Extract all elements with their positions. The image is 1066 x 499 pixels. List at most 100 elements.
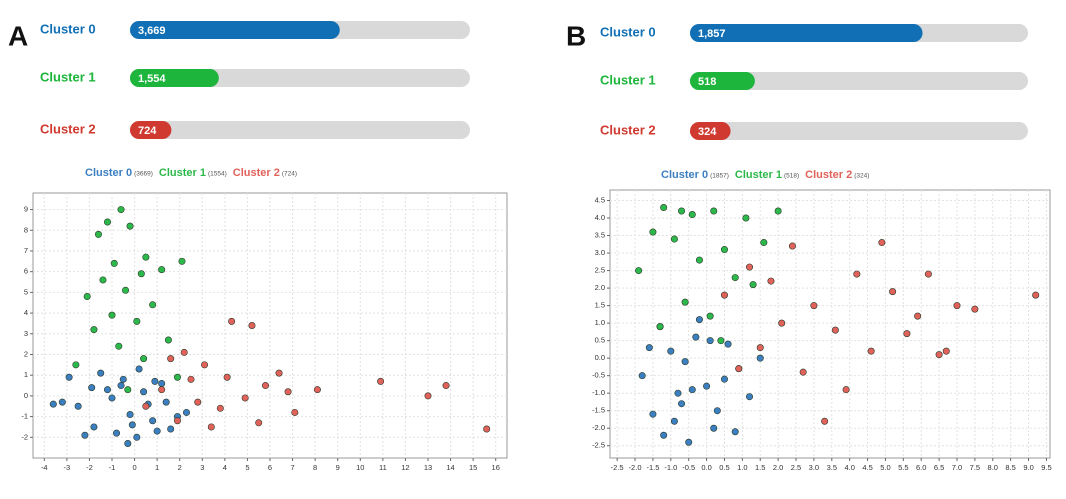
scatter-point	[164, 336, 172, 344]
scatter-point	[88, 384, 96, 392]
bar	[130, 21, 340, 39]
scatter-point	[692, 333, 700, 341]
scatter-point	[97, 369, 105, 377]
scatter-point	[688, 211, 696, 219]
y-tick-label: 8	[24, 225, 28, 234]
scatter-point	[831, 326, 839, 334]
x-tick-label: -2	[86, 463, 93, 472]
x-tick-label: 0.5	[719, 463, 729, 472]
scatter-point	[867, 347, 875, 355]
scatter-point	[108, 394, 116, 402]
scatter-point	[178, 257, 186, 265]
scatter-point	[153, 427, 161, 435]
scatter-point	[706, 337, 714, 345]
scatter-point	[187, 375, 195, 383]
scatter-point	[1032, 291, 1040, 299]
scatter-point	[72, 361, 80, 369]
legend-count: (518)	[784, 173, 799, 180]
x-tick-label: 3	[200, 463, 204, 472]
scatter-point	[113, 429, 121, 437]
scatter-point	[681, 358, 689, 366]
scatter-point	[695, 256, 703, 264]
x-tick-label: -1	[109, 463, 116, 472]
category-label: Cluster 0	[600, 24, 656, 39]
y-tick-label: 1	[24, 370, 28, 379]
y-tick-label: 0.0	[595, 353, 605, 362]
category-label: Cluster 2	[40, 121, 96, 136]
scatter-point	[99, 276, 107, 284]
scatter-point	[81, 431, 89, 439]
scatter-point	[638, 372, 646, 380]
scatter-point	[103, 386, 111, 394]
scatter-point	[649, 228, 657, 236]
x-tick-label: 8.5	[1005, 463, 1015, 472]
scatter-point	[821, 417, 829, 425]
x-tick-label: -2.0	[629, 463, 642, 472]
x-tick-label: 4	[223, 463, 227, 472]
x-tick-label: 0	[132, 463, 136, 472]
scatter-point	[167, 355, 175, 363]
scatter-point	[167, 425, 175, 433]
scatter-point	[126, 411, 134, 419]
scatter-point	[151, 377, 159, 385]
x-tick-label: 14	[446, 463, 454, 472]
scatter-point	[137, 270, 145, 278]
scatter-point	[670, 417, 678, 425]
scatter-point	[903, 330, 911, 338]
scatter-point	[971, 305, 979, 313]
scatter-point	[853, 270, 861, 278]
y-tick-label: -1.0	[592, 388, 605, 397]
category-label: Cluster 2	[600, 122, 656, 137]
scatter-point	[914, 312, 922, 320]
scatter-point	[223, 373, 231, 381]
x-tick-label: 2	[178, 463, 182, 472]
scatter-point	[767, 277, 775, 285]
legend-count: (3669)	[134, 171, 153, 178]
legend-label: Cluster 1	[159, 167, 206, 179]
y-tick-label: 2	[24, 349, 28, 358]
scatter-point	[660, 431, 668, 439]
scatter-point	[201, 361, 209, 369]
x-tick-label: 10	[356, 463, 364, 472]
scatter-point	[756, 344, 764, 352]
y-tick-label: 0.5	[595, 336, 605, 345]
legend-label: Cluster 0	[661, 169, 708, 181]
bar-value-label: 1,554	[138, 73, 166, 85]
bar-track	[690, 72, 1028, 90]
scatter-point	[83, 293, 91, 301]
x-tick-label: 16	[492, 463, 500, 472]
x-tick-label: 15	[469, 463, 477, 472]
scatter-point	[241, 394, 249, 402]
x-tick-label: -3	[64, 463, 71, 472]
legend-label: Cluster 1	[735, 169, 782, 181]
scatter-point	[720, 375, 728, 383]
scatter-point	[746, 393, 754, 401]
scatter-point	[717, 337, 725, 345]
scatter-point	[703, 382, 711, 390]
x-tick-label: 1.5	[755, 463, 765, 472]
y-tick-label: 4.0	[595, 213, 605, 222]
scatter-point	[720, 291, 728, 299]
scatter-point	[255, 419, 263, 427]
scatter-point	[742, 214, 750, 222]
x-tick-label: 8.0	[988, 463, 998, 472]
y-tick-label: 9	[24, 205, 28, 214]
scatter-point	[731, 274, 739, 282]
legend-count: (724)	[282, 171, 297, 178]
scatter-point	[128, 421, 136, 429]
x-tick-label: 7.0	[952, 463, 962, 472]
scatter-point	[442, 382, 450, 390]
scatter-point	[142, 402, 150, 410]
scatter-point	[685, 438, 693, 446]
scatter-point	[94, 230, 102, 238]
x-tick-label: 6.0	[916, 463, 926, 472]
scatter-point	[749, 281, 757, 289]
bar-value-label: 1,857	[698, 28, 726, 40]
legend-label: Cluster 2	[233, 167, 280, 179]
scatter-point	[158, 379, 166, 387]
scatter-point	[173, 373, 181, 381]
bar-value-label: 3,669	[138, 25, 166, 37]
x-tick-label: 9.5	[1041, 463, 1051, 472]
scatter-point	[149, 301, 157, 309]
